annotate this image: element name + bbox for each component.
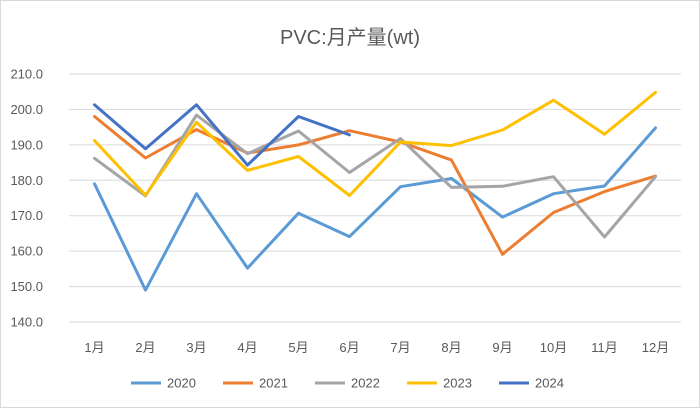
y-tick-label: 170.0	[10, 208, 43, 223]
legend-label: 2024	[535, 376, 564, 391]
series-line-2021	[93, 115, 657, 256]
x-tick-label: 10月	[540, 340, 567, 355]
x-axis-ticks: 1月 2月 3月 4月 5月 6月 7月 8月 9月 10月 11月 12月	[84, 340, 669, 355]
y-axis-ticks: 140.0 150.0 160.0 170.0 180.0 190.0 200.0 210.0	[10, 67, 43, 330]
x-tick-label: 12月	[642, 340, 669, 355]
x-tick-label: 7月	[390, 340, 410, 355]
x-tick-label: 1月	[84, 340, 104, 355]
series-line-2024	[93, 103, 351, 167]
legend-label: 2021	[259, 376, 288, 391]
y-tick-label: 180.0	[10, 173, 43, 188]
x-tick-label: 2月	[135, 340, 155, 355]
series-line-2020	[93, 126, 657, 292]
y-tick-label: 200.0	[10, 102, 43, 117]
series-line-2023	[93, 90, 657, 197]
x-tick-label: 3月	[186, 340, 206, 355]
x-tick-label: 6月	[339, 340, 359, 355]
y-tick-label: 190.0	[10, 137, 43, 152]
y-tick-label: 140.0	[10, 315, 43, 330]
x-tick-label: 11月	[591, 340, 618, 355]
chart-title: PVC:月产量(wt)	[280, 26, 420, 49]
x-tick-label: 8月	[441, 340, 461, 355]
y-tick-label: 160.0	[10, 244, 43, 259]
x-tick-label: 5月	[288, 340, 308, 355]
x-tick-label: 9月	[492, 340, 512, 355]
series-lines	[93, 90, 657, 292]
y-tick-label: 210.0	[10, 67, 43, 82]
legend-label: 2023	[443, 376, 472, 391]
series-line-2022	[93, 113, 657, 239]
legend-label: 2020	[167, 376, 196, 391]
y-tick-label: 150.0	[10, 279, 43, 294]
legend-label: 2022	[351, 376, 380, 391]
x-tick-label: 4月	[237, 340, 257, 355]
legend: 2020 2021 2022 2023 2024	[131, 376, 564, 391]
